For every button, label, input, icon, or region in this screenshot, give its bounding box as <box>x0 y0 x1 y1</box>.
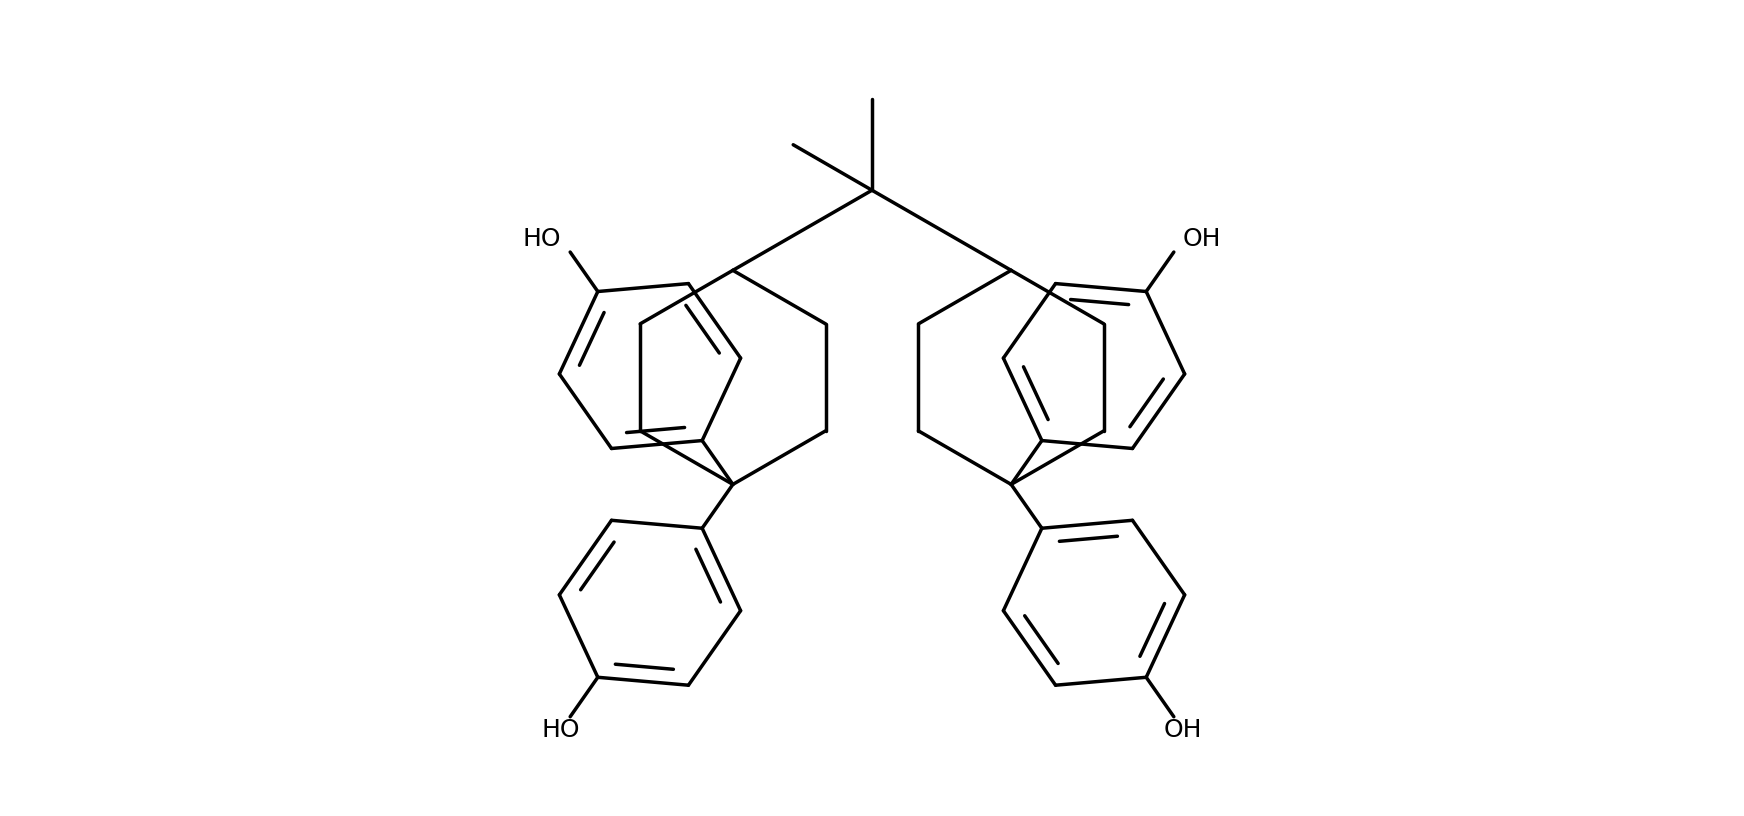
Text: OH: OH <box>1182 227 1221 251</box>
Text: HO: HO <box>523 227 562 251</box>
Text: OH: OH <box>1163 718 1202 742</box>
Text: HO: HO <box>542 718 581 742</box>
